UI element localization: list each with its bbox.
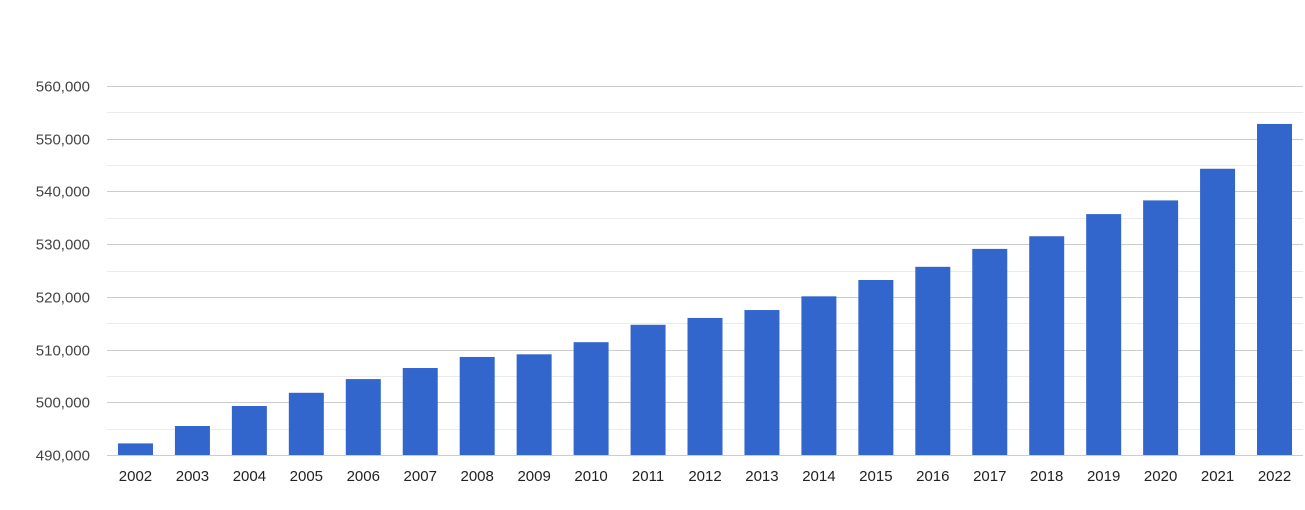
bar-2018 — [1029, 236, 1065, 455]
bar-2009 — [516, 354, 552, 455]
bar-2013 — [744, 310, 780, 455]
bar-2017 — [972, 248, 1008, 455]
x-tick-label: 2003 — [176, 468, 209, 485]
x-tick-label: 2019 — [1087, 468, 1120, 485]
x-tick-label: 2009 — [517, 468, 550, 485]
y-axis-tick-labels: 490,000 500,000 510,000 520,000 530,000 540,0… — [36, 79, 90, 465]
bar-2014 — [801, 296, 837, 455]
x-tick-label: 2016 — [916, 468, 949, 485]
y-tick-label: 510,000 — [36, 343, 90, 360]
y-tick-label: 550,000 — [36, 132, 90, 149]
bar-2021 — [1200, 168, 1236, 455]
gridlines — [107, 86, 1303, 456]
x-tick-label: 2012 — [688, 468, 721, 485]
x-tick-label: 2013 — [745, 468, 778, 485]
x-tick-label: 2007 — [404, 468, 437, 485]
x-tick-label: 2011 — [632, 468, 664, 485]
bar-2006 — [345, 379, 381, 455]
y-tick-label: 500,000 — [36, 395, 90, 412]
y-tick-label: 560,000 — [36, 79, 90, 96]
x-tick-label: 2005 — [290, 468, 323, 485]
y-tick-label: 540,000 — [36, 184, 90, 201]
bar-2020 — [1143, 200, 1179, 455]
x-tick-label: 2004 — [233, 468, 266, 485]
bar-2002 — [117, 443, 153, 455]
y-tick-label: 490,000 — [36, 448, 90, 465]
x-tick-label: 2020 — [1144, 468, 1177, 485]
x-tick-label: 2010 — [574, 468, 607, 485]
x-tick-label: 2021 — [1201, 468, 1234, 485]
bar-2005 — [288, 392, 324, 455]
bar-2022 — [1257, 123, 1293, 455]
bar-2010 — [573, 342, 609, 455]
x-tick-label: 2018 — [1030, 468, 1063, 485]
bar-2007 — [402, 368, 438, 455]
y-tick-label: 530,000 — [36, 237, 90, 254]
x-tick-label: 2017 — [973, 468, 1006, 485]
bars — [117, 123, 1293, 455]
bar-2019 — [1086, 214, 1122, 455]
bar-2011 — [630, 324, 666, 455]
x-tick-label: 2014 — [802, 468, 835, 485]
x-axis-tick-labels: 2002 2003 2004 2005 2006 2007 2008 2009 2010 2011… — [119, 468, 1291, 485]
bar-2012 — [687, 317, 723, 455]
bar-2003 — [174, 426, 210, 455]
x-tick-label: 2022 — [1258, 468, 1291, 485]
bar-2004 — [231, 405, 267, 455]
bar-2015 — [858, 279, 894, 455]
x-tick-label: 2002 — [119, 468, 152, 485]
x-tick-label: 2015 — [859, 468, 892, 485]
x-tick-label: 2006 — [347, 468, 380, 485]
bar-2008 — [459, 356, 495, 455]
bar-2016 — [915, 266, 951, 455]
y-tick-label: 520,000 — [36, 290, 90, 307]
x-tick-label: 2008 — [461, 468, 494, 485]
